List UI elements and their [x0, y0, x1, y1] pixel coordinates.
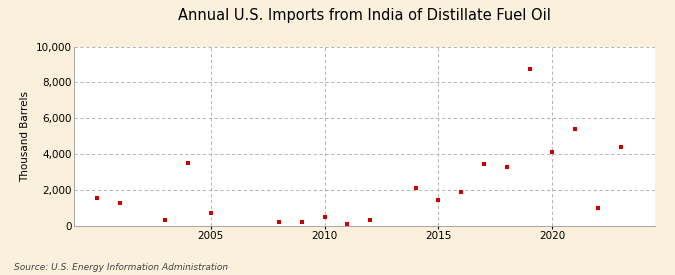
Point — [524, 67, 535, 71]
Point — [114, 201, 125, 205]
Point — [547, 150, 558, 155]
Point — [410, 186, 421, 190]
Point — [456, 190, 466, 195]
Point — [342, 222, 353, 226]
Point — [433, 198, 444, 203]
Text: Annual U.S. Imports from India of Distillate Fuel Oil: Annual U.S. Imports from India of Distil… — [178, 8, 551, 23]
Text: Source: U.S. Energy Information Administration: Source: U.S. Energy Information Administ… — [14, 263, 227, 272]
Point — [364, 218, 375, 222]
Point — [160, 218, 171, 222]
Point — [183, 161, 194, 165]
Point — [319, 214, 330, 219]
Point — [205, 211, 216, 215]
Point — [274, 220, 285, 224]
Point — [593, 205, 603, 210]
Point — [296, 220, 307, 224]
Point — [92, 196, 103, 200]
Y-axis label: Thousand Barrels: Thousand Barrels — [20, 91, 30, 182]
Point — [570, 127, 580, 131]
Point — [479, 162, 489, 166]
Point — [615, 145, 626, 149]
Point — [502, 165, 512, 170]
